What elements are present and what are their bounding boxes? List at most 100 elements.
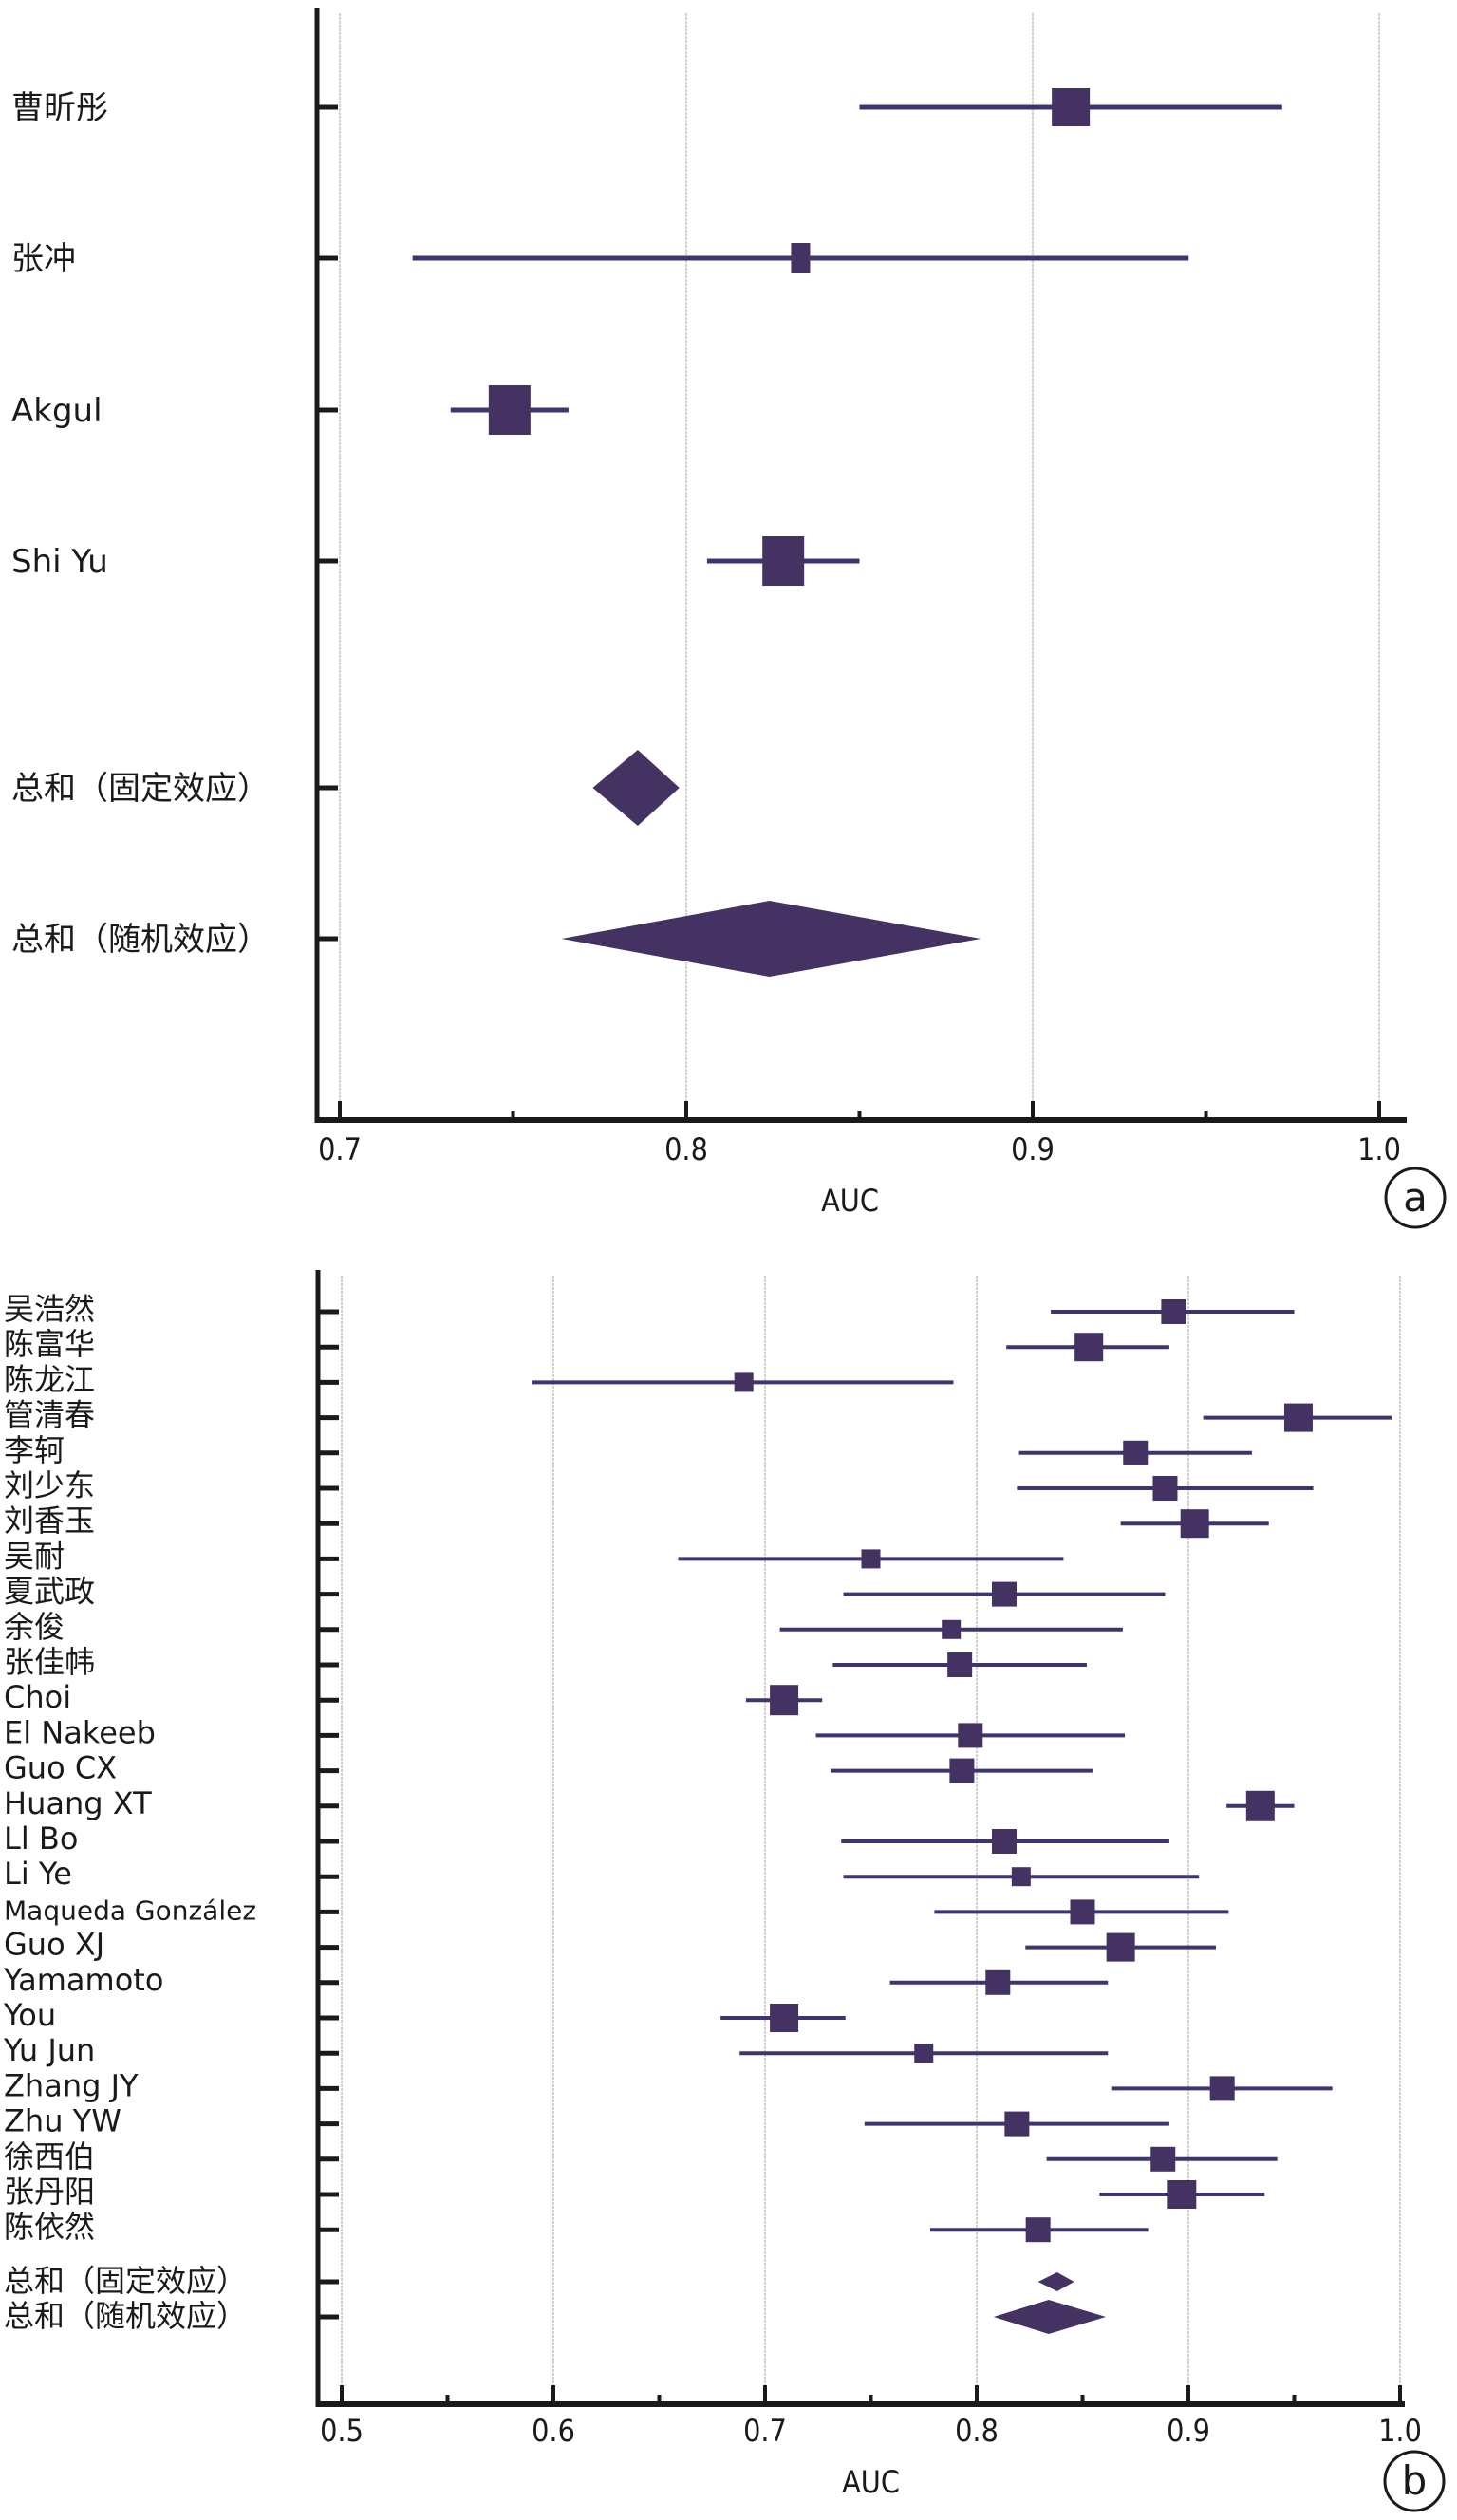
point-estimate-box: [985, 1969, 1011, 1995]
x-tick-label: 0.9: [1167, 2413, 1210, 2449]
point-estimate-box: [1209, 2076, 1235, 2101]
summary-label: 总和（固定效应）: [4, 2263, 247, 2299]
study-label: 陈依然: [4, 2209, 95, 2245]
summary-random-row: 总和（随机效应）: [11, 901, 981, 977]
study-label: Guo CX: [4, 1750, 117, 1786]
study-label: 陈龙江: [4, 1361, 95, 1397]
point-estimate-box: [1152, 1476, 1178, 1501]
point-estimate-box: [488, 385, 531, 435]
x-axis-label: AUC: [842, 2464, 900, 2500]
summary-diamond: [561, 901, 981, 977]
study-row: You: [3, 1997, 846, 2033]
x-tick-label: 1.0: [1357, 1131, 1401, 1167]
study-row: 张冲: [11, 240, 1189, 278]
point-estimate-box: [1011, 1867, 1031, 1887]
point-estimate-box: [762, 536, 805, 586]
study-label: Zhang JY: [4, 2067, 139, 2103]
study-row: 刘少东: [4, 1467, 1314, 1503]
study-label: 吴耐: [4, 1538, 65, 1574]
panel-label-circle: [1383, 2450, 1446, 2512]
point-estimate-box: [1283, 1403, 1313, 1432]
study-row: Zhu YW: [4, 2103, 1169, 2139]
study-row: Li Ye: [4, 1856, 1200, 1892]
study-row: 吴浩然: [4, 1291, 1295, 1327]
study-label: 刘少东: [4, 1467, 95, 1503]
study-row: Maqueda González: [4, 1895, 1229, 1926]
study-row: 李轲: [4, 1432, 1252, 1468]
x-tick-label: 0.7: [743, 2413, 787, 2449]
x-tick-label: 0.9: [1011, 1131, 1055, 1167]
summary-label: 总和（固定效应）: [11, 770, 270, 808]
study-row: 陈龙江: [4, 1361, 954, 1397]
study-label: 余俊: [4, 1609, 65, 1645]
summary-fixed-row: 总和（固定效应）: [4, 2263, 1074, 2299]
point-estimate-box: [1052, 88, 1091, 126]
study-label: Zhu YW: [4, 2103, 121, 2139]
panel-label: a: [1403, 1174, 1428, 1221]
x-tick-label: 0.8: [664, 1131, 708, 1167]
x-tick-label: 1.0: [1378, 2413, 1422, 2449]
study-row: Yamamoto: [3, 1962, 1109, 1998]
study-row: 管清春: [4, 1397, 1392, 1433]
study-label: 夏武政: [4, 1574, 95, 1610]
point-estimate-box: [770, 1685, 799, 1716]
study-label: 吴浩然: [4, 1291, 95, 1327]
x-tick-label: 0.5: [320, 2413, 364, 2449]
study-label: Li Ye: [4, 1856, 72, 1892]
study-label: 管清春: [4, 1397, 95, 1433]
point-estimate-box: [942, 1619, 962, 1639]
study-row: Ll Bo: [4, 1820, 1169, 1857]
study-row: 张丹阳: [4, 2174, 1265, 2210]
study-row: Akgul: [11, 385, 569, 435]
study-row: 刘香玉: [4, 1503, 1269, 1539]
study-row: 余俊: [4, 1609, 1123, 1645]
study-row: Yu Jun: [3, 2032, 1109, 2068]
study-label: Yamamoto: [3, 1962, 163, 1998]
x-tick-label: 0.6: [532, 2413, 575, 2449]
study-row: El Nakeeb: [4, 1714, 1126, 1750]
study-label: 张冲: [11, 240, 76, 278]
point-estimate-box: [1245, 1790, 1275, 1821]
panel-label: b: [1402, 2457, 1428, 2504]
summary-label: 总和（随机效应）: [4, 2298, 247, 2334]
study-row: Choi: [4, 1679, 823, 1716]
study-label: El Nakeeb: [4, 1714, 156, 1750]
point-estimate-box: [1161, 1299, 1186, 1324]
point-estimate-box: [958, 1723, 983, 1748]
study-row: 陈依然: [4, 2209, 1149, 2245]
study-label: 曹昕彤: [11, 89, 108, 127]
point-estimate-box: [1004, 2111, 1030, 2137]
study-row: 张佳帏: [4, 1644, 1087, 1680]
study-label: Ll Bo: [4, 1820, 78, 1857]
x-tick-label: 0.7: [318, 1131, 362, 1167]
study-label: Guo XJ: [4, 1927, 104, 1963]
study-row: Zhang JY: [4, 2067, 1333, 2103]
summary-label: 总和（随机效应）: [11, 921, 270, 959]
summary-diamond: [993, 2300, 1107, 2334]
study-label: Huang XT: [4, 1785, 152, 1821]
point-estimate-box: [791, 243, 811, 273]
point-estimate-box: [770, 2004, 799, 2032]
study-label: 徐西伯: [4, 2138, 95, 2175]
study-label: You: [3, 1997, 56, 2033]
point-estimate-box: [914, 2044, 934, 2063]
summary-random-row: 总和（随机效应）: [4, 2298, 1107, 2334]
point-estimate-box: [1070, 1899, 1095, 1925]
point-estimate-box: [991, 1829, 1017, 1854]
study-label: 刘香玉: [4, 1503, 95, 1539]
panel-label-circle: [1384, 1167, 1447, 1229]
study-row: 徐西伯: [4, 2138, 1278, 2175]
study-label: Yu Jun: [3, 2032, 95, 2068]
study-row: Guo CX: [4, 1750, 1093, 1786]
point-estimate-box: [1167, 2180, 1197, 2209]
study-row: 曹昕彤: [11, 88, 1282, 127]
study-label: Choi: [4, 1679, 71, 1715]
panel-b-auc-forest-plot: 0.5 0.6 0.7 0.8 0.9 1.0 AUC b 吴浩然陈富华陈龙江管清春李轲刘少东刘…: [3, 1270, 1446, 2512]
study-row: Guo XJ: [4, 1927, 1216, 1963]
study-row: 夏武政: [4, 1574, 1166, 1610]
point-estimate-box: [1025, 2217, 1051, 2243]
study-label: 陈富华: [4, 1326, 95, 1362]
point-estimate-box: [1150, 2146, 1176, 2172]
